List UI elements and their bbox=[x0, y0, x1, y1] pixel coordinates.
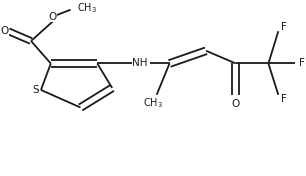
Text: F: F bbox=[299, 58, 305, 68]
Text: F: F bbox=[281, 22, 287, 32]
Text: CH$_3$: CH$_3$ bbox=[76, 1, 97, 15]
Text: NH: NH bbox=[132, 58, 147, 68]
Text: S: S bbox=[33, 85, 39, 95]
Text: O: O bbox=[232, 99, 240, 109]
Text: O: O bbox=[49, 12, 57, 21]
Text: CH$_3$: CH$_3$ bbox=[143, 96, 163, 109]
Text: F: F bbox=[281, 94, 287, 104]
Text: O: O bbox=[0, 26, 9, 36]
